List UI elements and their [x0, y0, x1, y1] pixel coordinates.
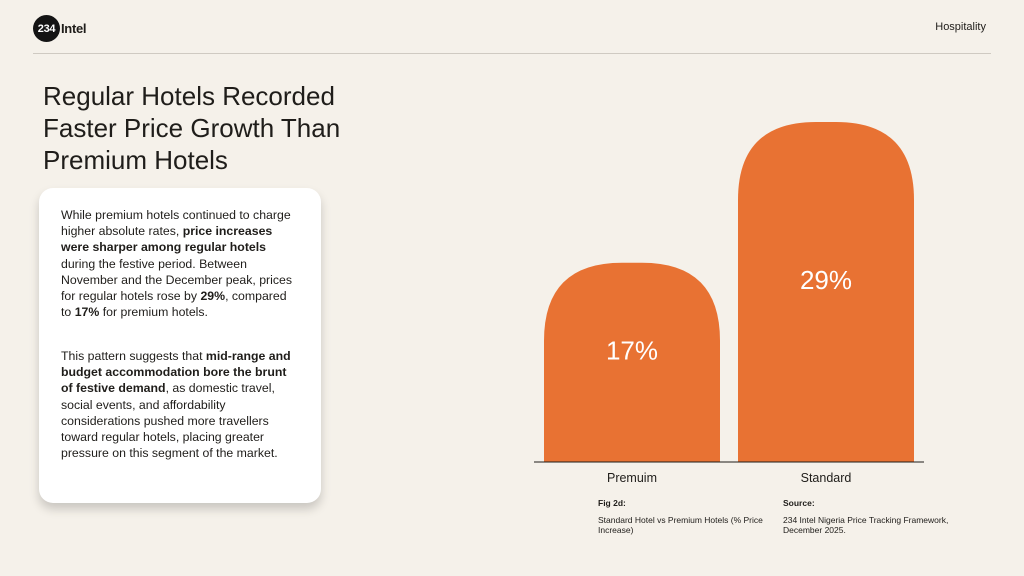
emphasis-text: price increases were sharper among regul…	[61, 224, 273, 255]
category-label: Premuim	[607, 471, 657, 485]
bar-standard	[738, 122, 914, 462]
source-note: Source: 234 Intel Nigeria Price Tracking…	[783, 498, 963, 536]
body-text: This pattern suggests that	[61, 349, 206, 363]
body-text: While premium hotels continued to charge…	[61, 208, 291, 239]
bar-value-label: 17%	[606, 335, 658, 365]
figure-label: Fig 2d:	[598, 498, 626, 508]
summary-paragraph-1: While premium hotels continued to charge…	[61, 207, 299, 320]
body-text: , as domestic travel, social events, and…	[61, 381, 278, 461]
header: 234 Intel Hospitality	[0, 0, 1024, 54]
body-text: during the festive period. Between Novem…	[61, 256, 293, 304]
category-label: Standard	[801, 471, 852, 485]
emphasis-text: 29%	[200, 289, 226, 304]
body-text: for premium hotels.	[99, 305, 208, 320]
source-label: Source:	[783, 498, 815, 508]
brand-logo[interactable]: 234 Intel	[33, 15, 87, 42]
bar-value-label: 29%	[800, 265, 852, 295]
summary-paragraph-2: This pattern suggests that mid-range and…	[61, 348, 299, 461]
section-label: Hospitality	[935, 21, 986, 33]
figure-caption: Fig 2d: Standard Hotel vs Premium Hotels…	[598, 498, 768, 536]
summary-card: While premium hotels continued to charge…	[39, 188, 321, 503]
figure-caption-text: Standard Hotel vs Premium Hotels (% Pric…	[598, 514, 763, 536]
bar-premuim	[544, 262, 720, 462]
logo-wordmark: Intel	[61, 21, 87, 36]
emphasis-text: mid-range and budget accommodation bore …	[61, 349, 291, 396]
body-text: , compared to	[61, 289, 287, 320]
source-text: 234 Intel Nigeria Price Tracking Framewo…	[783, 514, 949, 536]
page-title: Regular Hotels Recorded Faster Price Gro…	[43, 81, 341, 175]
logo-badge: 234	[33, 15, 60, 42]
emphasis-text: 17%	[74, 305, 100, 320]
header-divider	[33, 53, 991, 54]
